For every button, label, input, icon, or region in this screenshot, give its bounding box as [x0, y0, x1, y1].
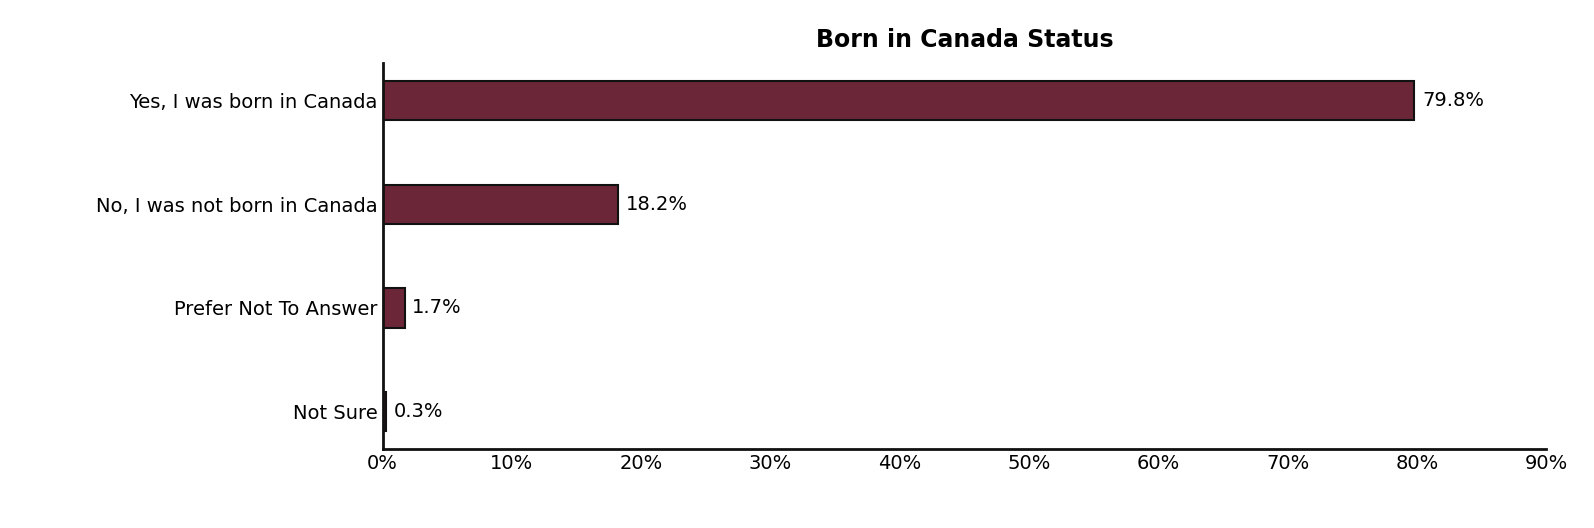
Text: 79.8%: 79.8%	[1422, 91, 1484, 110]
Bar	[383, 81, 1414, 120]
Text: 18.2%: 18.2%	[625, 195, 687, 214]
Title: Born in Canada Status: Born in Canada Status	[816, 27, 1113, 52]
Bar	[383, 392, 386, 431]
Bar	[383, 185, 618, 224]
Bar	[383, 288, 405, 327]
Text: 1.7%: 1.7%	[413, 298, 462, 317]
Text: 0.3%: 0.3%	[394, 402, 443, 421]
